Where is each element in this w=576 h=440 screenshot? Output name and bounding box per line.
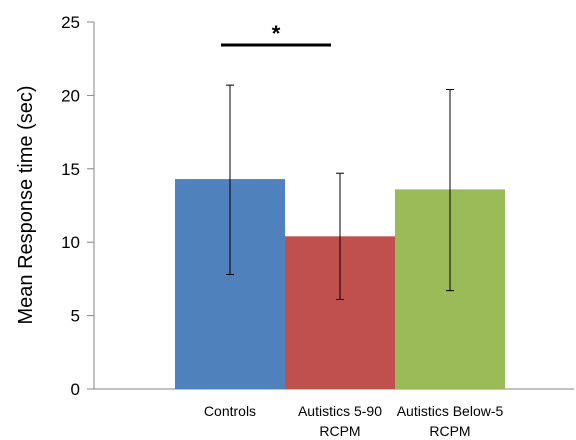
y-tick-label: 15 [61, 160, 80, 179]
category-label: Autistics Below-5 RCPM [397, 403, 504, 439]
y-tick-label: 20 [61, 86, 80, 105]
y-tick-label: 0 [71, 380, 80, 399]
error-bars [226, 84, 454, 300]
category-label: Controls [204, 403, 256, 419]
category-label: Autistics 5-90 RCPM [298, 403, 382, 439]
significance-marker: * [221, 21, 331, 47]
significance-label: * [272, 21, 281, 46]
y-tick-label: 5 [71, 307, 80, 326]
y-tick-label: 10 [61, 233, 80, 252]
category-labels: Controls Autistics 5-90 RCPM Autistics Belo… [204, 403, 504, 439]
y-tick-label: 25 [61, 13, 80, 32]
y-axis: 0 5 10 15 20 25 [61, 13, 574, 399]
y-axis-title: Mean Response time (sec) [15, 86, 37, 325]
